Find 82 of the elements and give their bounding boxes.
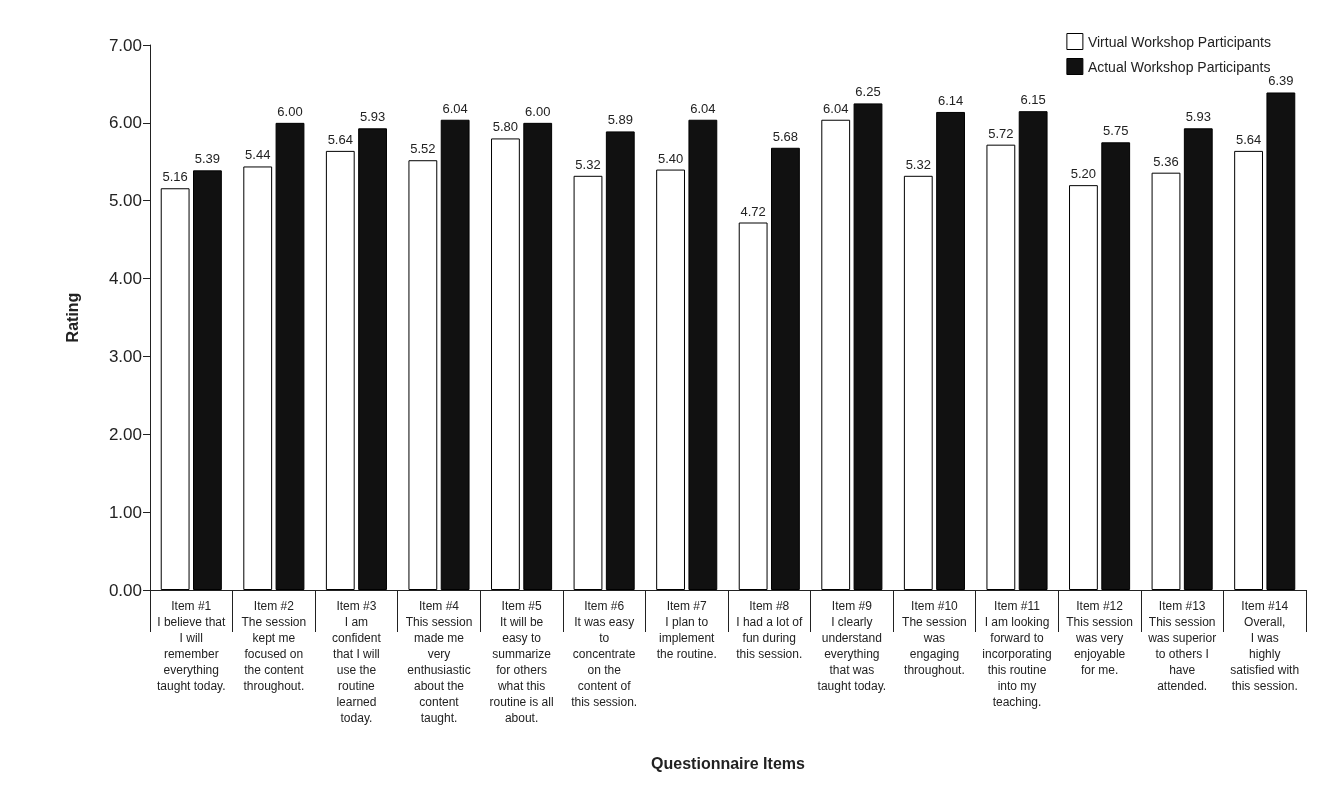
x-tick-label: Item #3 I am confident that I will use the routine learned today.	[332, 599, 382, 725]
x-tick-label: Item #12 This session was very enjoyable for me.	[1066, 599, 1133, 677]
x-tick-label: Item #4 This session made me very enthusiastic about the content taught.	[405, 599, 473, 725]
bar	[936, 111, 965, 590]
data-label: 6.04	[442, 100, 468, 116]
bar	[325, 150, 355, 590]
y-tick-label: 1.00	[108, 502, 142, 522]
data-label: 6.00	[525, 103, 551, 119]
bar	[1101, 142, 1131, 590]
data-label: 5.20	[1070, 166, 1097, 182]
bar	[771, 147, 800, 590]
x-tick-label: Item #11 I am looking forward to incorporating this routine into my teaching.	[982, 599, 1052, 709]
bar	[440, 119, 470, 590]
data-label: 4.72	[740, 203, 766, 219]
x-tick-label: Item #8 I had a lot of fun during this session.	[736, 599, 803, 661]
x-tick-label: Item #7 I plan to implement the routine.	[656, 599, 717, 661]
bar	[656, 169, 685, 590]
data-label: 5.44	[245, 147, 271, 163]
bar	[1069, 185, 1098, 590]
data-label: 6.25	[855, 84, 881, 100]
data-label: 6.04	[823, 100, 849, 116]
bar	[688, 119, 718, 590]
data-label: 5.80	[492, 119, 519, 135]
bar	[193, 170, 222, 590]
x-tick-label: Item #6 It was easy to concentrate on the content of this session.	[571, 599, 638, 709]
data-label: 5.40	[657, 150, 684, 166]
bar	[491, 138, 520, 590]
data-label: 5.32	[905, 156, 931, 172]
bar	[853, 103, 883, 590]
bar	[1266, 92, 1296, 590]
data-label: 6.14	[937, 92, 964, 108]
y-tick-label: 0.00	[108, 580, 142, 600]
x-tick-label: Item #14 Overall, I was highly satisfied with this session.	[1230, 599, 1300, 693]
bar	[358, 128, 387, 590]
bar	[986, 144, 1016, 590]
data-label: 5.36	[1153, 153, 1179, 169]
data-label: 5.89	[607, 112, 633, 128]
data-label: 5.72	[988, 125, 1014, 141]
bar	[523, 122, 553, 590]
bar	[1234, 150, 1263, 590]
bar	[903, 175, 933, 590]
data-label: 5.75	[1103, 123, 1129, 139]
bar	[408, 160, 438, 590]
x-tick-label: Item #5 It will be easy to summarize for others what this routine is all about.	[489, 599, 554, 725]
bar	[605, 131, 635, 590]
data-label: 5.93	[359, 109, 386, 125]
data-label: 5.16	[162, 169, 188, 185]
legend-label: Actual Workshop Participants	[1087, 58, 1271, 75]
x-tick-label: Item #1 I believe that I will remember everything taught today.	[157, 599, 226, 693]
bar	[1018, 111, 1048, 590]
y-tick-label: 5.00	[108, 191, 142, 211]
x-tick-label: Item #2 The session kept me focused on the content throughout.	[241, 599, 307, 693]
bar	[821, 119, 851, 590]
data-label: 6.39	[1268, 73, 1294, 89]
y-axis-title: Rating	[63, 292, 81, 343]
data-label: 6.00	[277, 103, 303, 119]
legend-label: Virtual Workshop Participants	[1087, 33, 1271, 50]
data-label: 5.93	[1185, 109, 1211, 125]
y-tick-label: 4.00	[108, 269, 142, 289]
y-tick-label: 3.00	[108, 346, 142, 366]
x-tick-label: Item #10 The session was engaging throughout.	[902, 599, 967, 677]
data-label: 5.39	[194, 151, 221, 167]
y-tick-label: 7.00	[108, 35, 142, 55]
data-label: 6.15	[1020, 92, 1046, 108]
y-tick-label: 6.00	[108, 113, 142, 133]
bar	[160, 188, 190, 590]
bar	[1183, 128, 1213, 590]
x-tick-label: Item #9 I clearly understand everything that was taught today.	[817, 599, 887, 693]
bar	[573, 175, 603, 590]
bar	[243, 166, 273, 590]
data-label: 5.52	[410, 141, 436, 157]
data-label: 5.32	[575, 156, 601, 172]
bar	[275, 122, 305, 590]
data-label: 5.68	[772, 128, 799, 144]
x-axis-title: Questionnaire Items	[651, 754, 806, 772]
x-tick-label: Item #13 This session was superior to others I have attended.	[1147, 599, 1217, 693]
data-label: 5.64	[1235, 131, 1262, 147]
bar	[738, 222, 768, 590]
bar	[1151, 172, 1181, 590]
data-label: 6.04	[690, 100, 716, 116]
data-label: 5.64	[327, 131, 353, 147]
y-tick-label: 2.00	[108, 424, 142, 444]
